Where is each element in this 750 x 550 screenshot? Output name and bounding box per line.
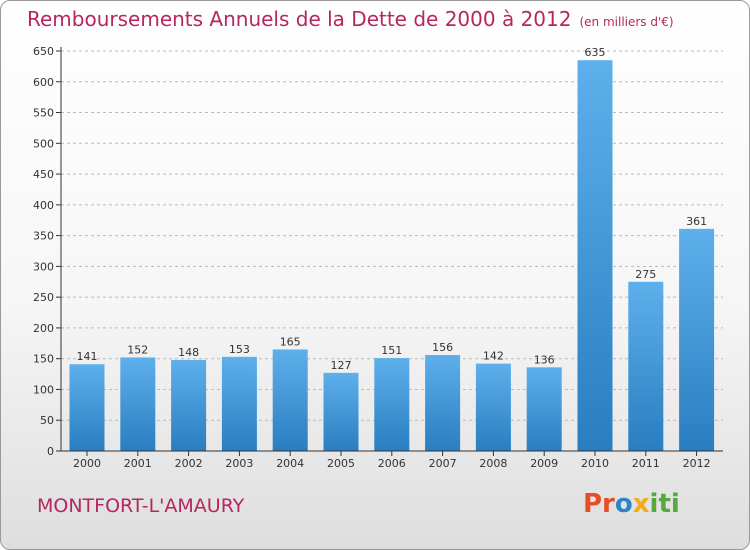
bar-2001 bbox=[120, 357, 156, 451]
x-tick-label-2005: 2005 bbox=[327, 457, 355, 470]
x-tick-label-2001: 2001 bbox=[124, 457, 152, 470]
data-label-2012: 361 bbox=[686, 215, 707, 228]
bar-2004 bbox=[272, 349, 308, 451]
data-label-2011: 275 bbox=[635, 268, 656, 281]
bar-2002 bbox=[171, 359, 207, 451]
labels: 0 50 100 150 200 250 300 350 400 450 500 550 600 650 1… bbox=[33, 45, 711, 470]
y-tick-label-150: 150 bbox=[33, 353, 54, 366]
y-tick-label-50: 50 bbox=[40, 414, 54, 427]
y-tick-label-500: 500 bbox=[33, 137, 54, 150]
x-tick-label-2003: 2003 bbox=[225, 457, 253, 470]
data-label-2003: 153 bbox=[229, 343, 250, 356]
x-tick-label-2012: 2012 bbox=[683, 457, 711, 470]
bars bbox=[69, 60, 715, 451]
x-tick-label-2000: 2000 bbox=[73, 457, 101, 470]
bar-2012 bbox=[679, 228, 715, 451]
y-tick-label-300: 300 bbox=[33, 260, 54, 273]
chart-title-text: Remboursements Annuels de la Dette de 20… bbox=[27, 7, 572, 31]
y-tick-label-550: 550 bbox=[33, 107, 54, 120]
data-label-2001: 152 bbox=[127, 343, 148, 356]
proxiti-logo: Proxiti bbox=[583, 489, 680, 519]
chart-subtitle: (en milliers d'€) bbox=[579, 15, 674, 29]
y-tick-label-200: 200 bbox=[33, 322, 54, 335]
y-tick-label-100: 100 bbox=[33, 383, 54, 396]
data-label-2009: 136 bbox=[534, 353, 555, 366]
x-tick-label-2006: 2006 bbox=[378, 457, 406, 470]
data-label-2002: 148 bbox=[178, 346, 199, 359]
axes bbox=[56, 47, 723, 456]
x-tick-label-2010: 2010 bbox=[581, 457, 609, 470]
bar-2007 bbox=[425, 355, 461, 451]
data-label-2007: 156 bbox=[432, 341, 453, 354]
x-tick-label-2008: 2008 bbox=[479, 457, 507, 470]
bar-2005 bbox=[323, 372, 359, 451]
x-tick-label-2007: 2007 bbox=[429, 457, 457, 470]
y-tick-label-0: 0 bbox=[47, 445, 54, 458]
y-tick-label-600: 600 bbox=[33, 76, 54, 89]
commune-name: MONTFORT-L'AMAURY bbox=[37, 495, 245, 517]
bar-2006 bbox=[374, 358, 410, 451]
bar-2010 bbox=[577, 60, 613, 451]
data-label-2005: 127 bbox=[331, 359, 352, 372]
y-tick-label-250: 250 bbox=[33, 291, 54, 304]
data-label-2004: 165 bbox=[280, 335, 301, 348]
data-label-2006: 151 bbox=[381, 344, 402, 357]
bar-2009 bbox=[526, 367, 562, 451]
bar-2008 bbox=[475, 363, 511, 451]
x-tick-label-2009: 2009 bbox=[530, 457, 558, 470]
x-tick-label-2002: 2002 bbox=[175, 457, 203, 470]
data-label-2010: 635 bbox=[585, 46, 606, 59]
y-tick-label-450: 450 bbox=[33, 168, 54, 181]
y-tick-label-650: 650 bbox=[33, 45, 54, 58]
y-tick-label-400: 400 bbox=[33, 199, 54, 212]
bar-2003 bbox=[221, 356, 257, 451]
bar-2000 bbox=[69, 364, 105, 451]
data-label-2008: 142 bbox=[483, 350, 504, 363]
x-tick-label-2011: 2011 bbox=[632, 457, 660, 470]
chart-title: Remboursements Annuels de la Dette de 20… bbox=[27, 7, 674, 31]
bar-2011 bbox=[628, 281, 664, 451]
data-label-2000: 141 bbox=[77, 350, 98, 363]
x-tick-label-2004: 2004 bbox=[276, 457, 304, 470]
y-tick-label-350: 350 bbox=[33, 230, 54, 243]
